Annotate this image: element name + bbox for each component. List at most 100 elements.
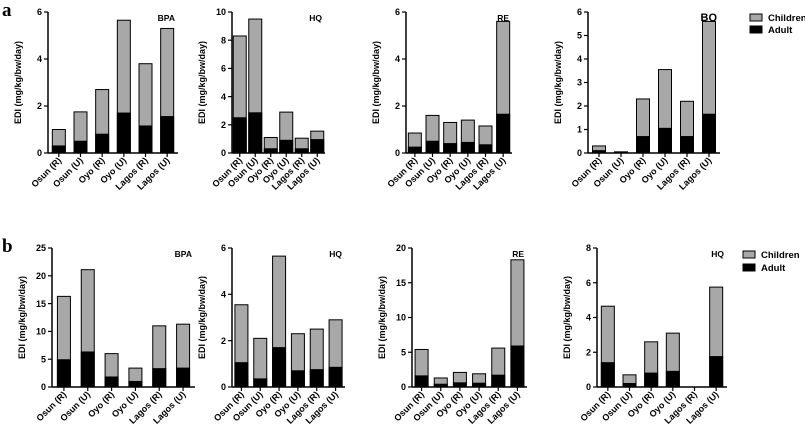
y-tick-label: 8 (221, 35, 226, 45)
y-tick-label: 0 (395, 148, 400, 158)
y-tick-label: 2 (37, 101, 42, 111)
bar-adult (709, 356, 724, 388)
y-axis-label: EDI (mg/kg/bw/day) (553, 41, 563, 124)
y-axis-label: EDI (mg/kg/bw/day) (13, 41, 23, 124)
y-tick-label: 0 (401, 382, 406, 392)
bar-adult (73, 140, 88, 154)
bar-adult (658, 127, 672, 154)
bar-adult (56, 359, 71, 388)
bar-adult (592, 150, 606, 154)
bar-adult (253, 378, 268, 388)
y-tick-label: 15 (396, 278, 406, 288)
legend-adult-label: Adult (768, 25, 793, 36)
bar-adult (232, 117, 247, 154)
bar-adult (116, 112, 131, 154)
chart-title: RE (512, 249, 524, 259)
bar-adult (272, 347, 287, 388)
y-tick-label: 6 (221, 243, 226, 253)
bar-adult (160, 116, 175, 154)
bar-adult (491, 374, 506, 388)
y-tick-label: 6 (586, 278, 591, 288)
bar-adult (510, 345, 525, 388)
bar-adult (496, 113, 511, 154)
y-tick-label: 5 (577, 31, 582, 41)
y-axis-label: EDI (mg/kg/bw/day) (197, 276, 207, 359)
y-axis-label: EDI (mg/kg/bw/day) (371, 41, 381, 124)
bar-adult (248, 112, 263, 154)
legend-b: Children Adult (742, 250, 800, 274)
legend-children-label: Children (768, 13, 805, 24)
y-tick-label: 8 (586, 243, 591, 253)
bar-adult (290, 370, 305, 388)
bar-adult (622, 383, 637, 388)
y-tick-label: 20 (36, 271, 46, 281)
y-tick-label: 0 (221, 148, 226, 158)
y-axis-label: EDI (mg/kg/bw/day) (197, 41, 207, 124)
panel-letter-b: b (2, 236, 13, 257)
bar-adult (104, 376, 119, 388)
bar-adult (51, 145, 66, 154)
bar-adult (443, 143, 458, 154)
bar-adult (263, 148, 278, 154)
y-tick-label: 4 (37, 54, 42, 64)
chart-title: BPA (158, 13, 175, 23)
y-tick-label: 6 (395, 7, 400, 17)
y-tick-label: 2 (395, 101, 400, 111)
bar-adult (234, 362, 249, 388)
y-tick-label: 0 (37, 148, 42, 158)
chart-title: HQ (711, 249, 724, 259)
bar-adult (95, 133, 110, 154)
y-tick-label: 2 (221, 336, 226, 346)
y-tick-label: 2 (577, 101, 582, 111)
bar-adult (460, 141, 475, 154)
y-tick-label: 0 (577, 148, 582, 158)
panel-letter-a: a (2, 0, 12, 21)
bar-adult (433, 383, 448, 388)
legend-adult-swatch (749, 25, 763, 34)
legend-adult-swatch (742, 263, 756, 272)
y-tick-label: 4 (395, 54, 400, 64)
y-tick-label: 4 (221, 92, 226, 102)
bar-adult (665, 370, 680, 388)
bar-adult (279, 139, 294, 154)
y-tick-label: 25 (36, 243, 46, 253)
chart-title: BPA (175, 249, 192, 259)
bar-adult (407, 146, 422, 154)
bar-adult (702, 113, 716, 154)
y-tick-label: 0 (586, 382, 591, 392)
legend-adult-label: Adult (761, 263, 786, 274)
bar-adult (478, 144, 493, 154)
chart-title: RE (497, 13, 509, 23)
y-tick-label: 4 (577, 54, 582, 64)
bar-adult (310, 139, 325, 154)
y-tick-label: 3 (577, 78, 582, 88)
y-tick-label: 20 (396, 243, 406, 253)
legend-a: Children Adult (749, 13, 805, 36)
y-tick-label: 2 (221, 120, 226, 130)
legend-children-label: Children (761, 250, 800, 261)
bar-adult (138, 125, 153, 154)
bar-adult (152, 368, 167, 388)
bar-adult (294, 148, 309, 154)
chart-title: HQ (329, 249, 342, 259)
bar-adult (600, 362, 615, 388)
y-axis-label: EDI (mg/kg/bw/day) (562, 276, 572, 359)
y-tick-label: 0 (41, 382, 46, 392)
bar-adult (452, 382, 467, 388)
bar-adult (328, 366, 343, 388)
bar-adult (680, 136, 694, 154)
bar-adult (644, 372, 659, 388)
y-tick-label: 0 (221, 382, 226, 392)
legend-children-swatch (742, 250, 756, 259)
y-tick-label: 5 (401, 347, 406, 357)
